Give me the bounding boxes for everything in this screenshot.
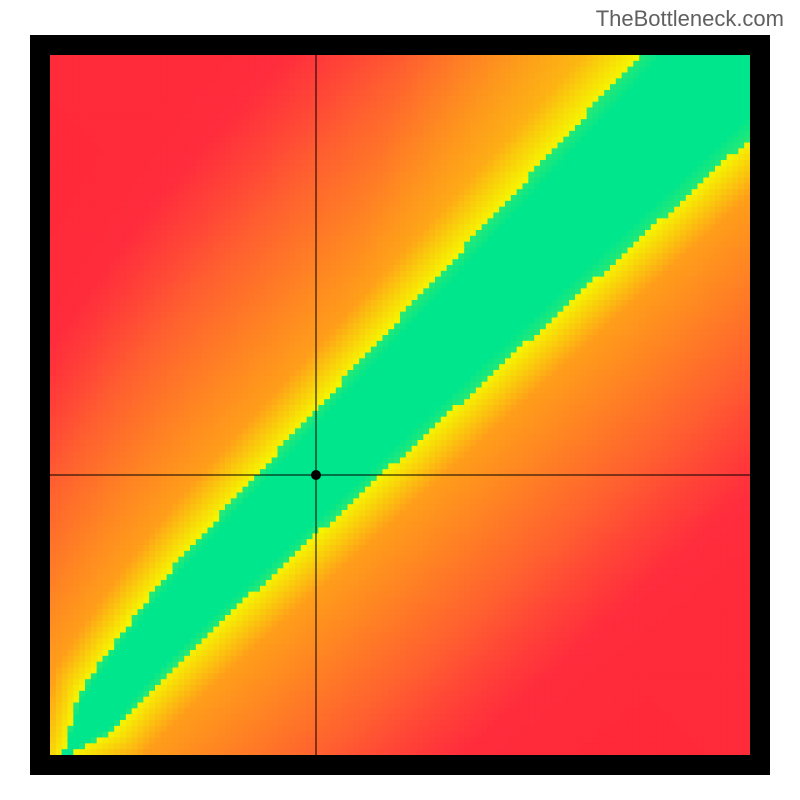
chart-frame	[30, 35, 770, 775]
page-container: TheBottleneck.com	[0, 0, 800, 800]
attribution-text: TheBottleneck.com	[596, 6, 784, 32]
plot-area	[50, 55, 750, 755]
heatmap-canvas	[50, 55, 750, 755]
